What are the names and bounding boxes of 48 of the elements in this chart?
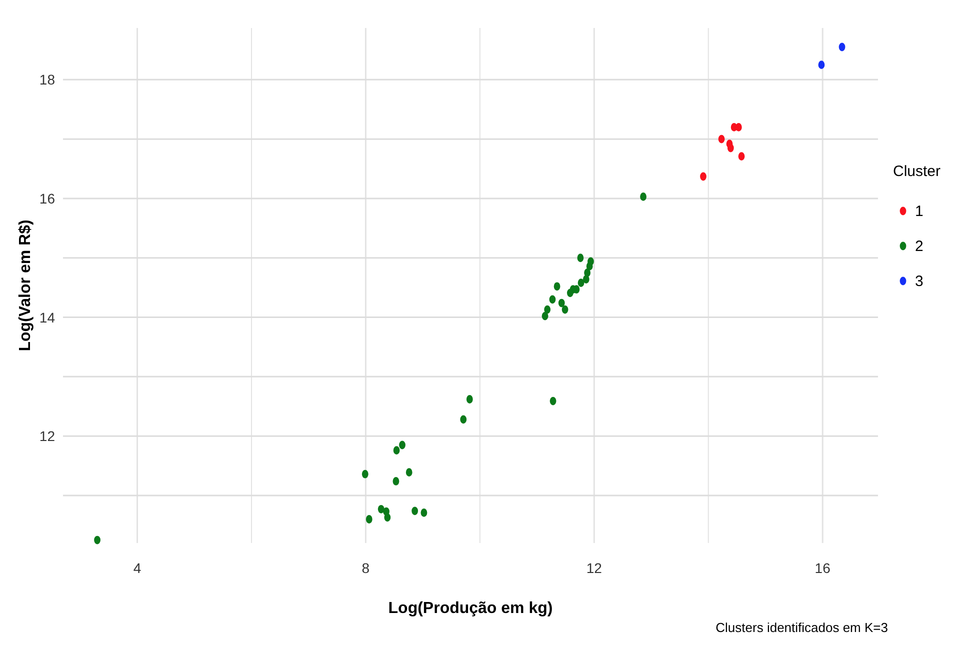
point [727,144,734,152]
y-tick-label: 12 [39,428,56,444]
y-tick-label: 14 [39,309,56,326]
point [700,172,706,181]
point [586,262,593,270]
x-tick-label: 16 [814,560,831,576]
point [718,134,725,144]
legend-label: 3 [915,273,924,290]
point [420,508,428,517]
point [562,305,568,314]
point [94,536,100,544]
point [542,312,548,320]
point [412,506,418,516]
point [392,477,400,486]
text: Clusters identificados em K=3 [716,620,888,635]
point [466,395,473,404]
y-tick-label: 16 [39,190,56,206]
legend-label: 2 [915,238,924,255]
point [383,507,390,516]
x-tick-label: 4 [133,560,142,576]
point [577,254,584,262]
y-axis-title: Log(Valor em R$) [17,220,34,352]
x-tick-label: 12 [586,560,602,576]
point [378,504,384,514]
point [549,295,556,304]
point [582,275,590,284]
legend-title: Cluster [893,163,941,180]
point [566,288,574,298]
legend-label: 1 [915,203,924,220]
point [578,278,584,288]
point [558,298,565,308]
point [399,440,406,450]
x-tick-label: 8 [362,560,370,576]
point [460,415,467,424]
point [818,60,825,70]
point [554,282,560,291]
point [544,305,551,314]
point [406,468,412,477]
y-tick-label: 18 [39,72,56,88]
point [738,152,745,161]
point [393,446,400,455]
point [366,515,372,524]
point [735,123,742,132]
point [640,192,646,201]
point [838,42,846,52]
x-axis-title: Log(Produção em kg) [388,600,553,617]
point [550,396,556,406]
point [362,470,368,478]
